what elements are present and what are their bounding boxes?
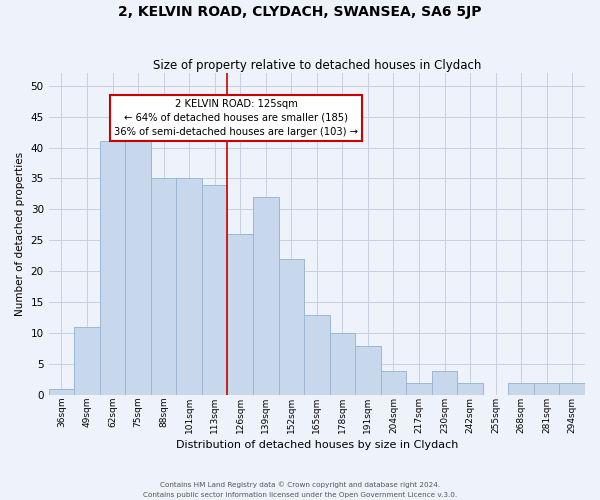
Bar — [125, 142, 151, 396]
Bar — [355, 346, 380, 396]
Text: Contains HM Land Registry data © Crown copyright and database right 2024.
Contai: Contains HM Land Registry data © Crown c… — [143, 482, 457, 498]
Bar — [329, 334, 355, 396]
Bar — [176, 178, 202, 396]
Bar — [253, 197, 278, 396]
Bar — [534, 383, 559, 396]
Bar — [278, 259, 304, 396]
Bar — [151, 178, 176, 396]
Bar — [100, 142, 125, 396]
Text: 2, KELVIN ROAD, CLYDACH, SWANSEA, SA6 5JP: 2, KELVIN ROAD, CLYDACH, SWANSEA, SA6 5J… — [118, 5, 482, 19]
Bar — [559, 383, 585, 396]
Bar — [227, 234, 253, 396]
Bar — [49, 389, 74, 396]
Bar — [202, 184, 227, 396]
Bar — [457, 383, 483, 396]
Bar — [508, 383, 534, 396]
Bar — [380, 370, 406, 396]
Bar — [406, 383, 432, 396]
Bar — [432, 370, 457, 396]
X-axis label: Distribution of detached houses by size in Clydach: Distribution of detached houses by size … — [176, 440, 458, 450]
Bar — [74, 327, 100, 396]
Title: Size of property relative to detached houses in Clydach: Size of property relative to detached ho… — [152, 59, 481, 72]
Y-axis label: Number of detached properties: Number of detached properties — [15, 152, 25, 316]
Bar — [304, 315, 329, 396]
Text: 2 KELVIN ROAD: 125sqm
← 64% of detached houses are smaller (185)
36% of semi-det: 2 KELVIN ROAD: 125sqm ← 64% of detached … — [115, 99, 358, 137]
